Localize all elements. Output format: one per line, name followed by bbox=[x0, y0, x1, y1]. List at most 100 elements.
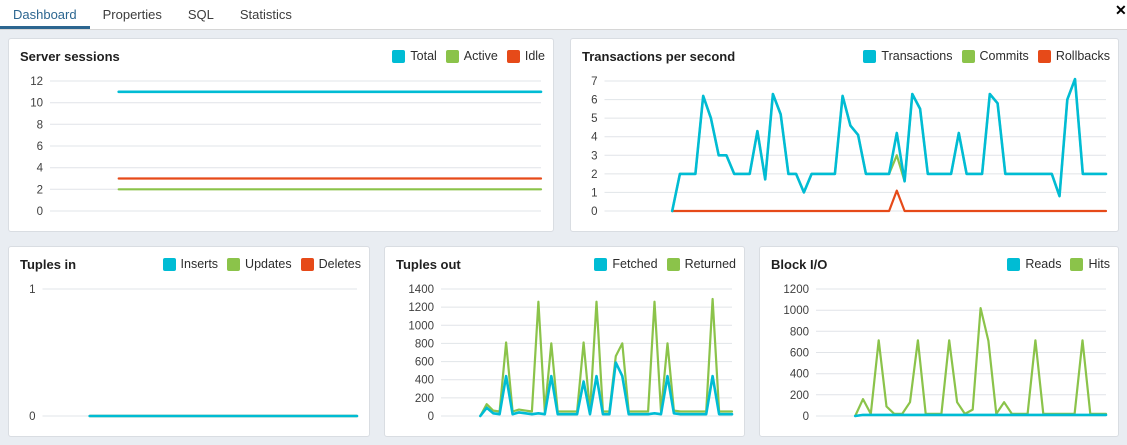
legend-swatch-icon bbox=[1007, 257, 1021, 271]
line-chart-svg: 0 200 400 600 800 1000 1200 1400 bbox=[408, 284, 734, 423]
svg-text:800: 800 bbox=[415, 338, 434, 350]
legend-item-returned: Returned bbox=[666, 257, 736, 271]
panel-block-io: Block I/O Reads Hits 0 200 400 600 800 1000 120… bbox=[759, 246, 1119, 437]
svg-text:6: 6 bbox=[37, 141, 43, 153]
legend-item-rollbacks: Rollbacks bbox=[1037, 49, 1110, 63]
svg-text:6: 6 bbox=[591, 95, 597, 107]
legend-swatch-icon bbox=[666, 257, 680, 271]
tab-properties[interactable]: Properties bbox=[102, 7, 162, 22]
svg-text:5: 5 bbox=[591, 113, 597, 125]
svg-text:1000: 1000 bbox=[408, 320, 434, 332]
legend-label: Updates bbox=[245, 257, 292, 271]
svg-text:1400: 1400 bbox=[408, 284, 434, 296]
panel-transactions-per-second: Transactions per second Transactions Comm… bbox=[570, 38, 1119, 232]
legend-item-idle: Idle bbox=[506, 49, 545, 63]
legend-label: Rollbacks bbox=[1055, 49, 1110, 63]
svg-text:2: 2 bbox=[591, 169, 597, 181]
svg-text:4: 4 bbox=[37, 163, 44, 175]
svg-text:4: 4 bbox=[591, 132, 598, 144]
charts-row-1: Server sessions Total Active Idle 0 2 4 6 8 10 1… bbox=[8, 38, 1119, 232]
chart-canvas: 0 1 2 3 4 5 6 7 bbox=[579, 69, 1110, 225]
legend-item-commits: Commits bbox=[961, 49, 1029, 63]
chart-legend: Reads Hits bbox=[1007, 257, 1110, 271]
line-chart-svg: 01 bbox=[29, 284, 359, 423]
svg-text:0: 0 bbox=[803, 411, 809, 423]
panel-title: Server sessions bbox=[20, 48, 120, 64]
legend-label: Total bbox=[410, 49, 437, 63]
legend-label: Inserts bbox=[180, 257, 219, 271]
tab-bar: Dashboard Properties SQL Statistics ✕ bbox=[0, 0, 1127, 30]
legend-item-active: Active bbox=[445, 49, 498, 63]
panel-header: Transactions per second Transactions Comm… bbox=[579, 43, 1110, 69]
legend-item-transactions: Transactions bbox=[863, 49, 953, 63]
svg-text:3: 3 bbox=[591, 150, 597, 162]
svg-text:400: 400 bbox=[415, 375, 434, 387]
svg-text:1000: 1000 bbox=[783, 305, 809, 317]
panel-server-sessions: Server sessions Total Active Idle 0 2 4 6 8 10 1… bbox=[8, 38, 554, 232]
legend-item-reads: Reads bbox=[1007, 257, 1061, 271]
legend-swatch-icon bbox=[863, 49, 877, 63]
legend-label: Deletes bbox=[318, 257, 361, 271]
legend-item-fetched: Fetched bbox=[594, 257, 658, 271]
panel-header: Tuples in Inserts Updates Deletes bbox=[17, 251, 361, 277]
close-icon[interactable]: ✕ bbox=[1115, 3, 1127, 17]
svg-text:1: 1 bbox=[29, 284, 35, 296]
chart-legend: Fetched Returned bbox=[594, 257, 736, 271]
svg-text:2: 2 bbox=[37, 184, 43, 196]
legend-label: Active bbox=[463, 49, 498, 63]
chart-canvas: 0 200 400 600 800 1000 1200 bbox=[768, 277, 1110, 430]
svg-text:0: 0 bbox=[428, 411, 434, 423]
chart-legend: Transactions Commits Rollbacks bbox=[863, 49, 1110, 63]
panel-header: Tuples out Fetched Returned bbox=[393, 251, 736, 277]
legend-item-total: Total bbox=[392, 49, 437, 63]
legend-label: Fetched bbox=[612, 257, 658, 271]
svg-text:200: 200 bbox=[790, 390, 809, 402]
svg-text:400: 400 bbox=[790, 369, 809, 381]
svg-text:800: 800 bbox=[790, 326, 809, 338]
svg-text:10: 10 bbox=[30, 98, 43, 110]
legend-item-updates: Updates bbox=[227, 257, 292, 271]
svg-text:0: 0 bbox=[29, 411, 35, 423]
legend-label: Commits bbox=[979, 49, 1029, 63]
chart-canvas: 0 200 400 600 800 1000 1200 1400 bbox=[393, 277, 736, 430]
legend-swatch-icon bbox=[162, 257, 176, 271]
legend-label: Idle bbox=[524, 49, 545, 63]
legend-swatch-icon bbox=[961, 49, 975, 63]
panel-title: Block I/O bbox=[771, 256, 828, 272]
line-chart-svg: 0 2 4 6 8 10 12 bbox=[30, 76, 543, 218]
chart-canvas: 0 2 4 6 8 10 12 bbox=[17, 69, 545, 225]
svg-text:600: 600 bbox=[790, 348, 809, 360]
svg-text:200: 200 bbox=[415, 393, 434, 405]
panel-header: Block I/O Reads Hits bbox=[768, 251, 1110, 277]
panel-tuples-out: Tuples out Fetched Returned 0 200 400 600 800… bbox=[384, 246, 745, 437]
svg-text:1200: 1200 bbox=[408, 302, 434, 314]
legend-label: Hits bbox=[1088, 257, 1110, 271]
line-chart-svg: 0 200 400 600 800 1000 1200 bbox=[783, 284, 1108, 423]
svg-text:7: 7 bbox=[591, 76, 597, 88]
legend-swatch-icon bbox=[300, 257, 314, 271]
svg-text:1: 1 bbox=[591, 187, 597, 199]
legend-label: Transactions bbox=[881, 49, 953, 63]
chart-legend: Total Active Idle bbox=[392, 49, 545, 63]
legend-swatch-icon bbox=[392, 49, 406, 63]
tab-sql[interactable]: SQL bbox=[187, 7, 214, 22]
legend-swatch-icon bbox=[1070, 257, 1084, 271]
svg-text:0: 0 bbox=[37, 206, 43, 218]
svg-text:1200: 1200 bbox=[783, 284, 809, 296]
svg-text:0: 0 bbox=[591, 206, 597, 218]
dashboard-content: Server sessions Total Active Idle 0 2 4 6 8 10 1… bbox=[0, 30, 1127, 445]
legend-swatch-icon bbox=[445, 49, 459, 63]
panel-title: Tuples out bbox=[396, 256, 461, 272]
legend-label: Returned bbox=[684, 257, 736, 271]
tab-statistics[interactable]: Statistics bbox=[239, 7, 292, 22]
legend-swatch-icon bbox=[594, 257, 608, 271]
legend-swatch-icon bbox=[506, 49, 520, 63]
legend-item-deletes: Deletes bbox=[300, 257, 361, 271]
legend-swatch-icon bbox=[227, 257, 241, 271]
chart-legend: Inserts Updates Deletes bbox=[162, 257, 361, 271]
line-chart-svg: 0 1 2 3 4 5 6 7 bbox=[591, 76, 1108, 218]
tab-dashboard[interactable]: Dashboard bbox=[0, 0, 90, 29]
